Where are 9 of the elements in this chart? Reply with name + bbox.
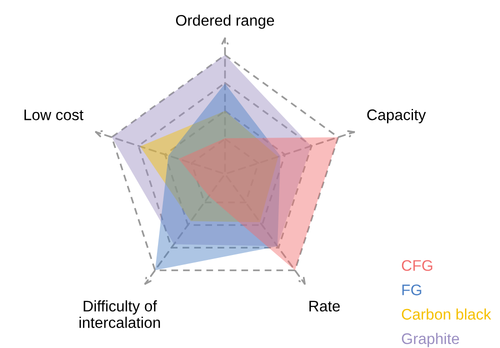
spoke-label: Difficulty of intercalation [80, 300, 160, 328]
text: CFG [402, 260, 432, 271]
spoke-label: Ordered range [176, 14, 274, 29]
text: Carbon black [402, 308, 492, 320]
spoke-label: Rate [309, 300, 340, 312]
text: FG [402, 284, 422, 296]
spoke-label: Capacity [367, 109, 426, 124]
spoke-label: Low cost [24, 110, 84, 120]
text: Graphite [402, 332, 460, 348]
